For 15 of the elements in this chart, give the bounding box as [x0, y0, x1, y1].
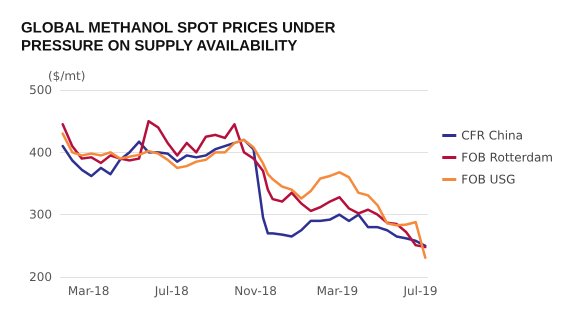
x-tick-label: Mar-18 [68, 284, 110, 298]
y-tick-label: 200 [29, 270, 52, 284]
chart-title: GLOBAL METHANOL SPOT PRICES UNDER PRESSURE ON SUPPLY AVAILABILITY [21, 20, 340, 54]
y-tick-label: 300 [29, 208, 52, 222]
x-tick-label: Jul-19 [402, 284, 438, 298]
x-tick-label: Jul-18 [154, 284, 189, 298]
legend-label: FOB Rotterdam [461, 150, 554, 164]
legend-label: CFR China [461, 128, 524, 142]
legend-label: FOB USG [461, 172, 516, 186]
y-axis-title: ($/mt) [48, 69, 86, 83]
y-tick-label: 500 [29, 83, 52, 97]
line-series [61, 120, 427, 248]
x-tick-label: Mar-19 [316, 284, 358, 298]
x-tick-label: Nov-18 [234, 284, 277, 298]
y-tick-label: 400 [29, 145, 52, 160]
